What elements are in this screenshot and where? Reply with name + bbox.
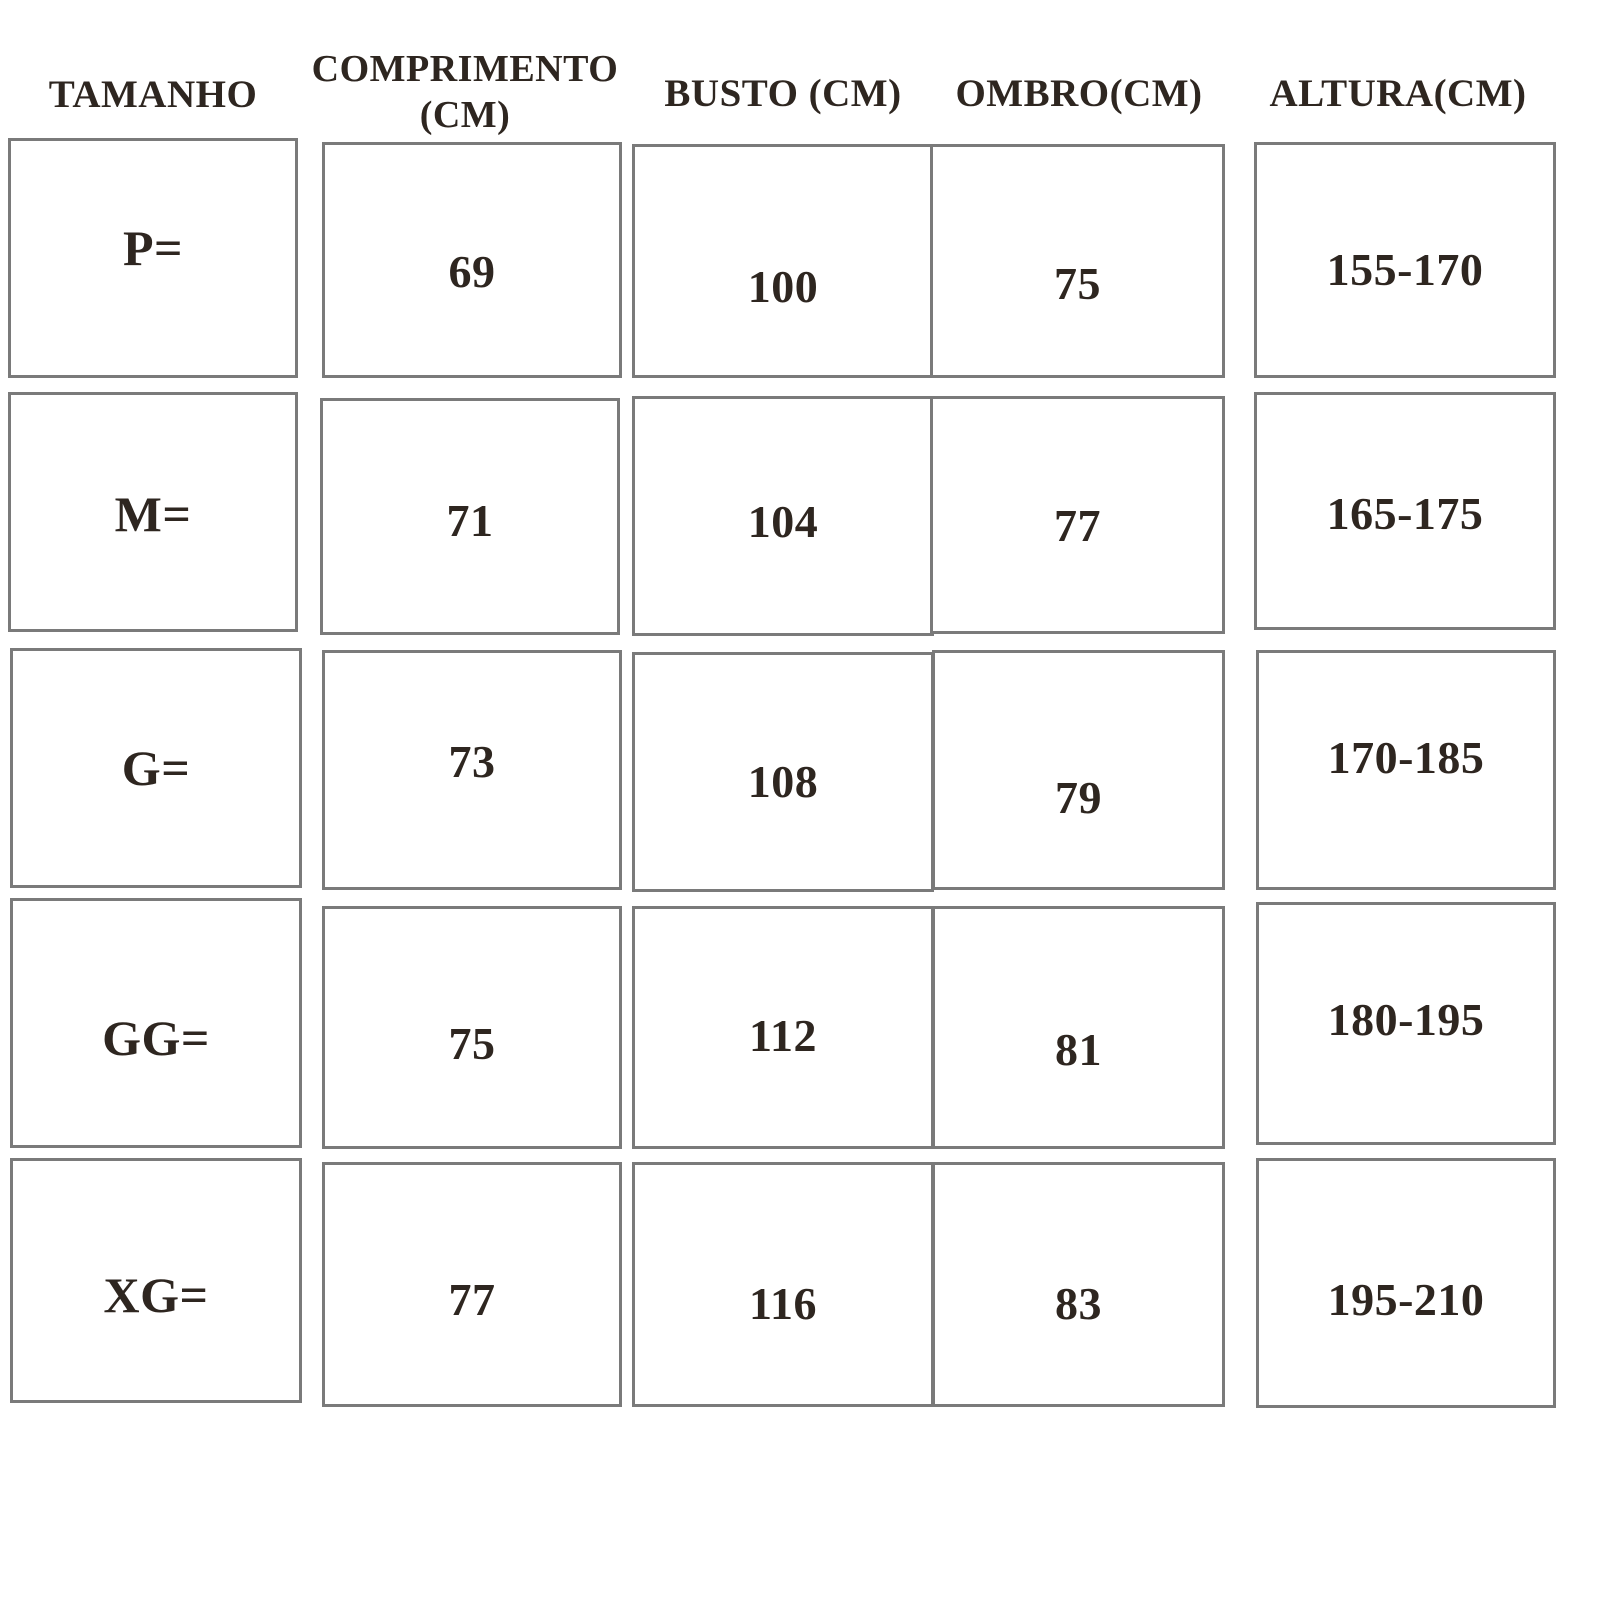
- cell-value: 155-170: [1326, 244, 1484, 295]
- cell-value: 77: [448, 1274, 496, 1325]
- table-cell-altura: 180-195: [1256, 902, 1556, 1145]
- table-cell-busto: 112: [632, 906, 934, 1149]
- cell-value: 81: [1055, 1024, 1102, 1075]
- header-comprimento: COMPRIMENTO (CM): [311, 48, 619, 136]
- cell-value: 108: [747, 756, 819, 807]
- cell-value: 112: [749, 1010, 817, 1061]
- table-row: P=: [8, 138, 298, 378]
- cell-size: M=: [114, 486, 192, 542]
- table-cell-comprimento: 77: [322, 1162, 622, 1407]
- cell-value: 75: [448, 1018, 496, 1069]
- table-cell-busto: 100: [632, 144, 934, 378]
- table-cell-altura: 170-185: [1256, 650, 1556, 890]
- cell-value: 195-210: [1327, 1274, 1485, 1325]
- table-row: G=: [10, 648, 302, 888]
- header-tamanho: TAMANHO: [48, 73, 258, 116]
- cell-value: 104: [747, 496, 819, 547]
- cell-size: P=: [122, 220, 184, 276]
- table-cell-altura: 165-175: [1254, 392, 1556, 630]
- table-cell-comprimento: 73: [322, 650, 622, 890]
- table-cell-comprimento: 75: [322, 906, 622, 1149]
- table-cell-comprimento: 71: [320, 398, 620, 635]
- cell-size: GG=: [102, 1010, 210, 1066]
- table-cell-busto: 108: [632, 652, 934, 892]
- table-cell-altura: 195-210: [1256, 1158, 1556, 1408]
- cell-size: G=: [121, 740, 191, 796]
- cell-value: 79: [1055, 772, 1102, 823]
- cell-value: 75: [1054, 258, 1101, 309]
- cell-value: 69: [448, 246, 496, 297]
- cell-value: 180-195: [1327, 994, 1485, 1045]
- table-row: XG=: [10, 1158, 302, 1403]
- cell-value: 71: [446, 495, 494, 546]
- table-cell-busto: 116: [632, 1162, 934, 1407]
- cell-value: 116: [749, 1278, 817, 1329]
- cell-size: XG=: [103, 1267, 209, 1323]
- header-busto: BUSTO (CM): [664, 72, 902, 115]
- table-row: M=: [8, 392, 298, 632]
- table-cell-comprimento: 69: [322, 142, 622, 378]
- table-cell-ombro: 75: [930, 144, 1225, 378]
- table-cell-ombro: 79: [932, 650, 1225, 890]
- header-ombro: OMBRO(CM): [955, 72, 1203, 115]
- table-cell-altura: 155-170: [1254, 142, 1556, 378]
- cell-value: 83: [1055, 1278, 1102, 1329]
- table-cell-ombro: 77: [930, 396, 1225, 634]
- table-cell-busto: 104: [632, 396, 934, 636]
- cell-value: 73: [448, 736, 496, 787]
- cell-value: 170-185: [1327, 732, 1485, 783]
- table-row: GG=: [10, 898, 302, 1148]
- cell-value: 77: [1054, 500, 1101, 551]
- table-header-row: TAMANHO COMPRIMENTO (CM) BUSTO (CM) OMBR…: [0, 0, 1600, 138]
- header-altura: ALTURA(CM): [1269, 72, 1527, 115]
- table-cell-ombro: 81: [932, 906, 1225, 1149]
- table-cell-ombro: 83: [932, 1162, 1225, 1407]
- cell-value: 165-175: [1326, 488, 1484, 539]
- cell-value: 100: [747, 261, 819, 312]
